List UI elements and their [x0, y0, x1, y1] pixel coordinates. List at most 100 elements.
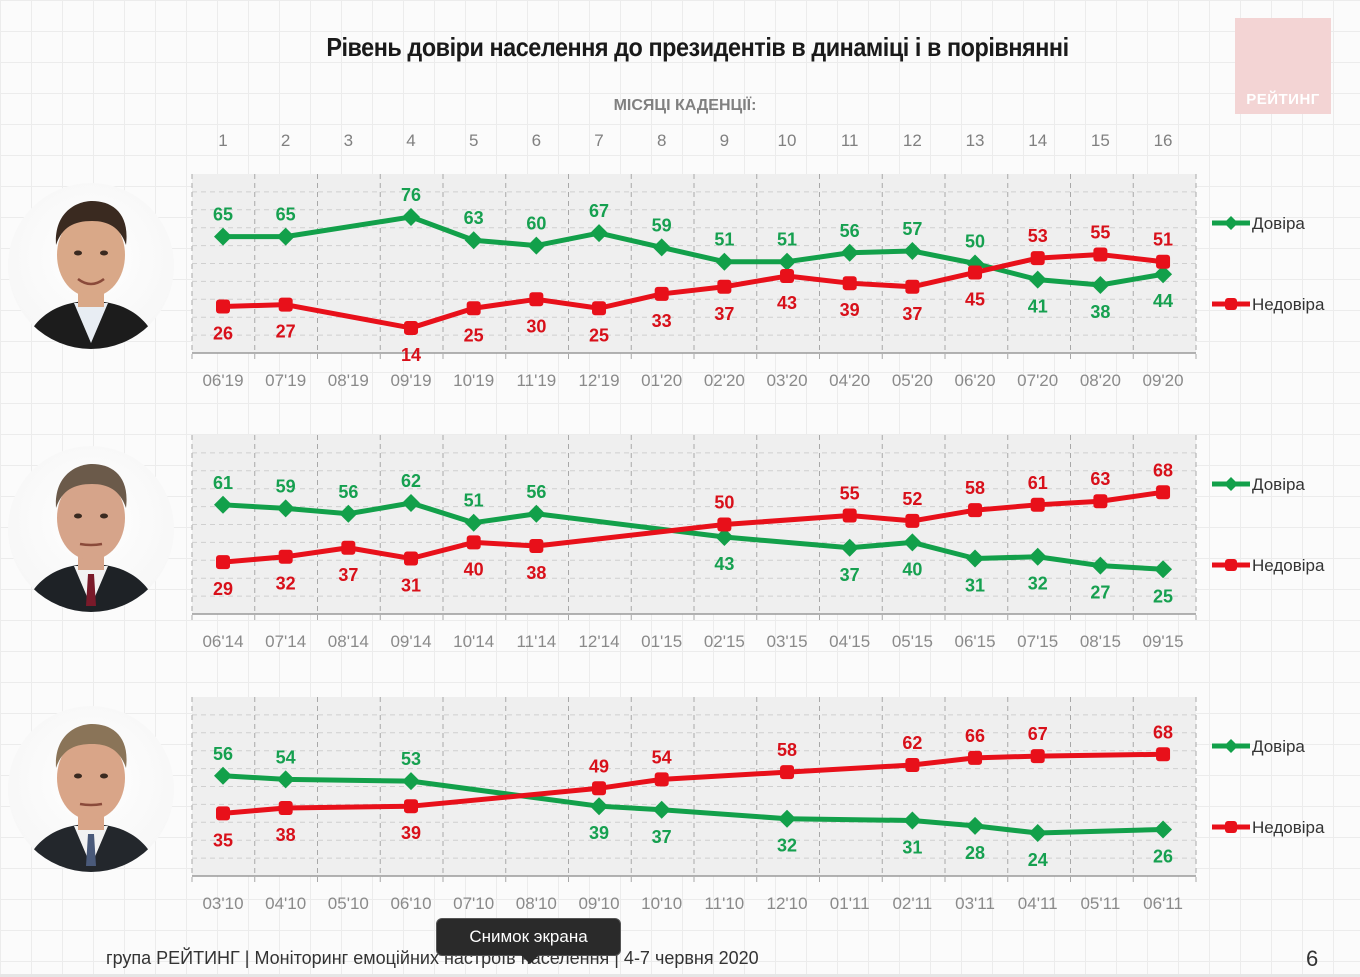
chart-2: 03'10 04'10 05'10 06'10 07'10 08'10 09'10 10'10…: [191, 697, 1325, 913]
distrust-point: [404, 799, 419, 814]
distrust-value-label: 40: [464, 559, 484, 579]
month-number: 16: [1153, 131, 1173, 150]
trust-value-label: 56: [338, 482, 358, 502]
portrait-eye: [74, 513, 82, 519]
x-tick-label: 09'14: [390, 632, 431, 651]
distrust-line: [222, 751, 1164, 816]
trust-point: [652, 238, 671, 257]
distrust-point: [842, 508, 857, 523]
x-tick-label: 01'11: [830, 894, 870, 913]
trust-value-label: 51: [464, 491, 484, 511]
x-tick-label: 09'15: [1143, 632, 1184, 651]
trust-value-label: 31: [965, 576, 985, 596]
month-number: 13: [965, 131, 985, 150]
x-tick-label: 08'19: [328, 371, 369, 390]
legend-distrust-marker: [1225, 821, 1237, 833]
legend: Довіра Недовіра: [1212, 214, 1325, 314]
trust-value-label: 43: [714, 554, 734, 574]
rating-logo: РЕЙТИНГ: [1235, 18, 1331, 114]
trust-value-label: 51: [714, 230, 734, 250]
screenshot-tooltip: Снимок экрана: [436, 918, 621, 964]
x-tick-label: 09'10: [578, 894, 619, 913]
distrust-point: [1030, 497, 1045, 512]
trust-value-label: 59: [652, 215, 672, 235]
portrait-shirt: [74, 303, 108, 343]
distrust-value-label: 30: [526, 316, 546, 336]
distrust-point: [216, 806, 230, 821]
trust-point: [1028, 547, 1047, 566]
trust-line: [222, 773, 1164, 836]
distrust-value-label: 53: [1028, 226, 1048, 246]
x-tick-label: 03'11: [955, 894, 995, 913]
distrust-value-label: 38: [276, 825, 296, 845]
trust-point: [1091, 275, 1110, 294]
trust-point: [464, 513, 483, 532]
x-tick-label: 05'15: [892, 632, 933, 651]
trust-point: [1028, 270, 1047, 289]
distrust-value-label: 37: [902, 304, 922, 324]
distrust-point: [341, 540, 356, 555]
x-tick-label: 07'10: [453, 894, 494, 913]
trust-value-label: 56: [526, 482, 546, 502]
portrait-face: [57, 736, 125, 820]
month-number: 14: [1028, 131, 1048, 150]
trust-point: [1154, 560, 1173, 579]
trust-point: [527, 504, 546, 523]
portrait-poroshenko-image: [23, 464, 159, 612]
legend-distrust-label: Недовіра: [1252, 295, 1325, 314]
distrust-value-label: 51: [1153, 230, 1173, 250]
distrust-point: [1093, 247, 1108, 262]
month-number: 4: [406, 131, 416, 150]
trust-value-label: 50: [965, 232, 985, 252]
x-tick-label: 05'20: [892, 371, 933, 390]
x-tick-label: 02'20: [704, 371, 745, 390]
trust-value-label: 32: [1028, 574, 1048, 594]
legend-trust-label: Довіра: [1252, 475, 1305, 494]
x-tick-label: 06'20: [955, 371, 996, 390]
distrust-value-label: 58: [965, 478, 985, 498]
distrust-value-label: 50: [714, 493, 734, 513]
trust-point: [715, 252, 734, 271]
x-tick-label: 04'11: [1018, 894, 1058, 913]
trust-value-label: 26: [1153, 846, 1173, 866]
distrust-value-label: 33: [652, 311, 672, 331]
legend-trust-label: Довіра: [1252, 214, 1305, 233]
distrust-point: [466, 301, 481, 316]
distrust-point: [592, 781, 607, 796]
trust-point: [652, 800, 671, 819]
distrust-value-label: 35: [213, 830, 233, 850]
distrust-point: [717, 279, 732, 294]
portrait-zelensky: [8, 183, 174, 349]
month-number: 9: [719, 131, 730, 150]
distrust-value-label: 58: [777, 740, 797, 760]
distrust-point: [216, 555, 230, 570]
distrust-value-label: 61: [1028, 473, 1048, 493]
x-tick-label: 11'10: [704, 894, 744, 913]
distrust-value-label: 43: [777, 293, 797, 313]
logo-text: РЕЙТИНГ: [1246, 91, 1320, 108]
page-number: 6: [1306, 946, 1319, 971]
trust-point: [1154, 265, 1173, 284]
trust-value-label: 44: [1153, 291, 1173, 311]
x-tick-label: 03'10: [202, 894, 243, 913]
legend-distrust-label: Недовіра: [1252, 556, 1325, 575]
plot-area: [192, 174, 1196, 353]
portrait-mouth: [79, 802, 103, 807]
portrait-yanukovych: [8, 706, 174, 872]
trust-point: [214, 227, 232, 246]
portrait-eye: [100, 773, 108, 779]
x-tick-label: 10'14: [453, 632, 494, 651]
distrust-point: [529, 538, 544, 553]
trust-value-label: 24: [1028, 850, 1048, 870]
legend-distrust-marker: [1225, 559, 1237, 571]
legend-trust-marker: [1224, 739, 1238, 753]
distrust-point: [466, 535, 481, 550]
distrust-value-label: 54: [652, 747, 672, 767]
trust-point: [715, 528, 734, 547]
distrust-point: [278, 549, 293, 564]
month-number: 1: [218, 131, 228, 150]
x-tick-label: 05'11: [1080, 894, 1120, 913]
portrait-face: [57, 213, 125, 297]
trust-point: [778, 809, 797, 828]
